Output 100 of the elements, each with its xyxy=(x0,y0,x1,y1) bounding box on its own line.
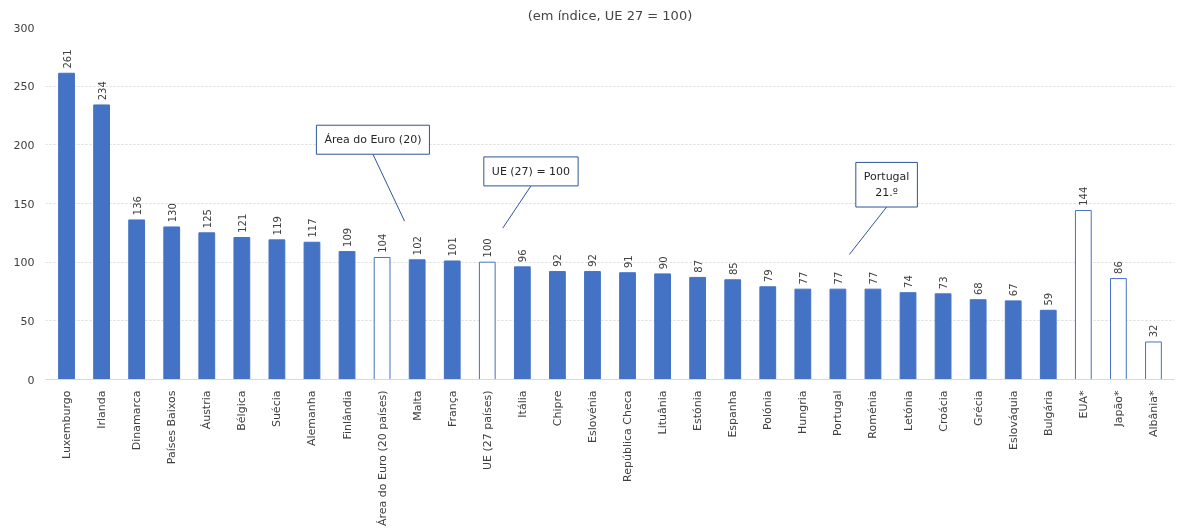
data-label: 73 xyxy=(938,276,950,290)
bar xyxy=(513,266,531,380)
bar xyxy=(724,279,742,380)
x-tick-label: Alemanha xyxy=(305,390,319,446)
bar xyxy=(1145,341,1162,380)
data-label: 102 xyxy=(412,236,424,256)
data-label: 91 xyxy=(622,255,634,269)
data-label: 59 xyxy=(1043,292,1055,306)
data-label: 121 xyxy=(236,213,248,233)
x-tick-label: Eslovénia xyxy=(585,390,599,444)
bar xyxy=(549,271,566,380)
data-label: 77 xyxy=(867,271,879,285)
bar xyxy=(969,299,987,380)
bar xyxy=(163,226,181,380)
data-label: 77 xyxy=(797,271,809,285)
bar xyxy=(58,72,75,380)
data-label: 67 xyxy=(1008,283,1020,297)
data-label: 79 xyxy=(762,269,774,283)
bar xyxy=(303,241,321,380)
data-label: 74 xyxy=(903,275,915,288)
x-tick-label: UE (27 países) xyxy=(480,390,494,471)
bar xyxy=(443,260,461,380)
x-tick-label: Japão* xyxy=(1111,390,1125,428)
x-tick-label: Grécia xyxy=(971,390,985,426)
x-tick-label: Áustria xyxy=(200,390,214,430)
bar xyxy=(1074,210,1092,380)
data-label: 144 xyxy=(1078,186,1090,206)
x-tick-label: Espanha xyxy=(726,390,740,438)
x-tick-label: Croácia xyxy=(936,390,950,432)
bar xyxy=(584,271,601,380)
data-label: 100 xyxy=(482,238,494,258)
x-tick-label: Luxemburgo xyxy=(60,390,74,460)
data-label: 136 xyxy=(131,196,143,216)
x-tick-label: Portugal xyxy=(831,390,845,437)
x-tick-label: Bélgica xyxy=(235,390,249,431)
bar xyxy=(899,292,917,380)
annotation: UE (27) = 100 xyxy=(491,164,571,178)
bar xyxy=(934,293,952,380)
x-tick-label: Eslováquia xyxy=(1006,390,1020,450)
x-tick-label: Lituânia xyxy=(656,390,670,435)
bar xyxy=(198,232,216,380)
data-label: 92 xyxy=(587,254,599,267)
bar xyxy=(689,276,707,380)
data-label: 90 xyxy=(657,256,669,270)
bar xyxy=(1004,300,1022,380)
data-label: 261 xyxy=(61,49,73,69)
y-tick-label: 300 xyxy=(13,21,35,35)
bar xyxy=(619,272,636,380)
data-label: 87 xyxy=(692,259,704,273)
data-label: 77 xyxy=(832,271,844,285)
bar xyxy=(93,104,110,380)
bar xyxy=(829,288,847,380)
data-label: 130 xyxy=(166,203,178,223)
x-tick-label: Suécia xyxy=(270,390,284,428)
x-tick-label: Hungria xyxy=(796,390,810,435)
x-tick-label: Dinamarca xyxy=(130,390,144,451)
annotation: Área do Euro (20) xyxy=(324,133,422,147)
data-label: 117 xyxy=(306,218,318,238)
y-tick-label: 200 xyxy=(13,138,35,152)
x-tick-label: Irlanda xyxy=(95,390,109,429)
x-tick-label: França xyxy=(445,390,459,428)
x-tick-label: Países Baixos xyxy=(165,390,179,465)
bar xyxy=(233,237,251,380)
data-label: 101 xyxy=(447,237,459,257)
x-tick-label: Itália xyxy=(515,390,529,418)
bar xyxy=(408,259,426,380)
data-label: 32 xyxy=(1148,324,1160,338)
bar xyxy=(478,261,496,380)
bar xyxy=(1039,309,1057,380)
y-tick-label: 50 xyxy=(20,314,35,328)
data-label: 104 xyxy=(377,233,389,253)
bar xyxy=(338,251,356,380)
y-tick-label: 100 xyxy=(13,256,35,270)
bar xyxy=(1110,278,1127,380)
x-tick-label: Albânia* xyxy=(1146,390,1160,438)
x-tick-label: Área do Euro (20 países) xyxy=(375,390,389,527)
x-tick-label: EUA* xyxy=(1076,390,1090,419)
data-label: 85 xyxy=(727,262,739,276)
annotation: Portugal 21.º xyxy=(863,170,910,200)
data-label: 109 xyxy=(342,227,354,247)
data-label: 86 xyxy=(1113,261,1125,274)
bar xyxy=(759,286,777,380)
x-tick-label: Chipre xyxy=(550,390,564,427)
data-label: 92 xyxy=(552,254,564,267)
x-tick-label: Finlândia xyxy=(340,390,354,440)
bar xyxy=(864,288,882,380)
data-label: 234 xyxy=(96,81,108,101)
bar xyxy=(794,288,812,380)
x-tick-label: Roménia xyxy=(866,390,880,439)
data-label: 119 xyxy=(271,216,283,236)
bar xyxy=(128,219,146,380)
data-label: 68 xyxy=(973,282,985,296)
data-label: 125 xyxy=(201,209,213,229)
x-tick-label: Letónia xyxy=(901,390,915,432)
y-tick-label: 250 xyxy=(13,80,35,94)
chart-subtitle: (em índice, UE 27 = 100) xyxy=(527,7,693,23)
x-tick-label: República Checa xyxy=(621,390,635,482)
bar xyxy=(268,239,286,380)
x-tick-label: Malta xyxy=(410,390,424,421)
x-tick-label: Bulgária xyxy=(1041,390,1055,437)
